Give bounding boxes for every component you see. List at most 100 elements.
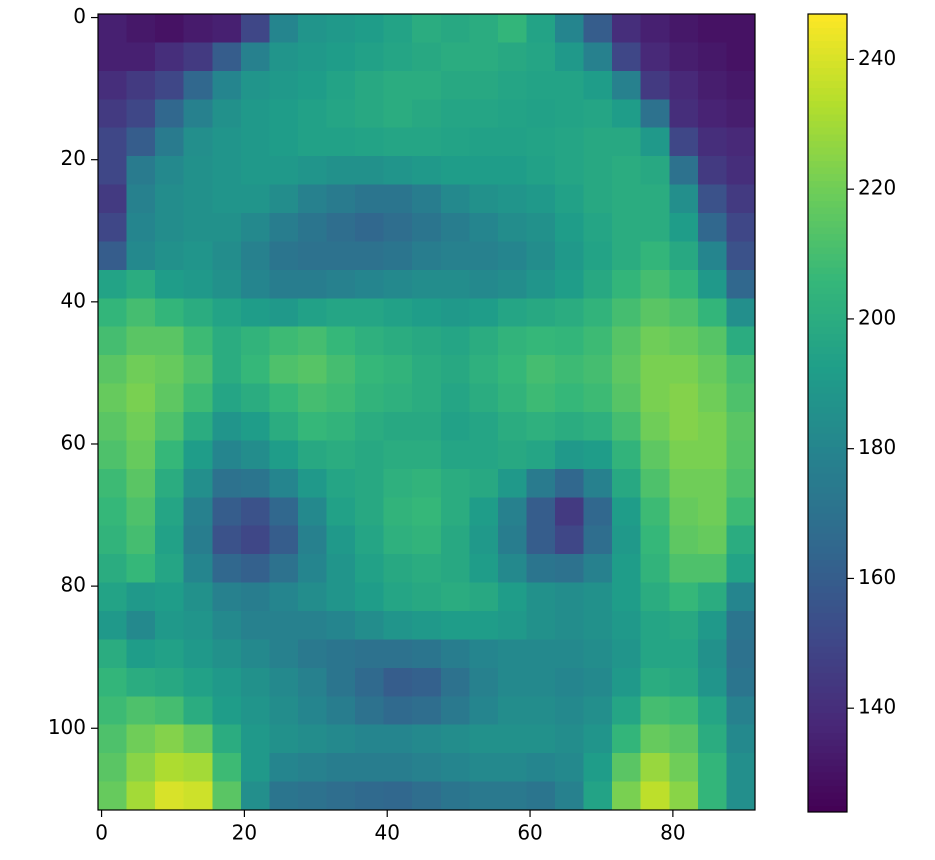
heat-cell [126, 667, 156, 697]
heat-cell [269, 611, 299, 640]
heat-cell [440, 468, 470, 498]
heat-cell [412, 554, 442, 584]
heat-cell [326, 781, 356, 811]
heat-cell [240, 468, 270, 498]
heat-cell [555, 554, 585, 584]
heat-cell [269, 127, 299, 157]
heat-cell [583, 241, 613, 271]
heat-cell [669, 412, 699, 441]
colorbar-step [808, 672, 847, 680]
heat-cell [269, 753, 299, 783]
heat-cell [612, 582, 642, 612]
heat-cell [669, 497, 699, 527]
heat-cell [240, 127, 270, 157]
heat-cell [326, 326, 356, 356]
colorbar-step [808, 386, 847, 394]
heat-cell [469, 298, 499, 328]
heat-cell [383, 468, 413, 498]
colorbar-step [808, 373, 847, 381]
heat-cell [640, 298, 670, 328]
plot-frame [97, 13, 756, 811]
y-tick-label: 20 [61, 146, 86, 170]
colorbar-step [808, 792, 847, 800]
x-tick-label: 80 [660, 821, 685, 845]
heat-cell [440, 298, 470, 328]
heat-cell [240, 326, 270, 356]
heat-cell [640, 440, 670, 470]
heat-cell [412, 525, 442, 555]
heat-cell [326, 525, 356, 555]
heat-cell [412, 42, 442, 72]
heat-cell [640, 241, 670, 271]
x-tick-label: 60 [517, 821, 542, 845]
colorbar-step [808, 526, 847, 534]
heat-cell [469, 355, 499, 385]
heat-cell [669, 525, 699, 555]
heat-cell [497, 355, 527, 385]
heat-cell [555, 241, 585, 271]
heat-cell [155, 14, 185, 43]
heat-cell [726, 753, 756, 783]
heat-cell [497, 554, 527, 584]
heat-cell [555, 14, 585, 43]
heat-cell [726, 326, 756, 356]
heat-cell [440, 383, 470, 413]
heat-cell [355, 582, 385, 612]
heat-cell [412, 611, 442, 640]
colorbar-step [808, 27, 847, 35]
colorbar-step [808, 778, 847, 786]
heat-cell [669, 667, 699, 697]
heat-cell [440, 213, 470, 242]
heat-cell [383, 440, 413, 470]
heat-cell [555, 156, 585, 186]
heat-cell [640, 383, 670, 413]
heat-cell [240, 213, 270, 242]
heat-cell [326, 753, 356, 783]
heat-cell [640, 724, 670, 754]
heat-cell [155, 667, 185, 697]
heat-cell [383, 184, 413, 214]
heat-cell [155, 554, 185, 584]
heat-cell [155, 781, 185, 811]
heat-cell [412, 127, 442, 157]
heat-cell [212, 667, 242, 697]
heat-cell [269, 554, 299, 584]
heat-cell [469, 42, 499, 72]
colorbar-step [808, 705, 847, 713]
heat-cell [726, 298, 756, 328]
heat-cell [640, 781, 670, 811]
heat-cell [155, 355, 185, 385]
heat-cell [297, 781, 328, 811]
heat-cell [440, 497, 470, 527]
heat-cell [98, 14, 128, 43]
heat-cell [326, 14, 356, 43]
heat-cell [297, 497, 328, 527]
heat-cell [469, 724, 499, 754]
heat-cell [355, 497, 385, 527]
heat-cell [555, 440, 585, 470]
heat-cell [412, 383, 442, 413]
heat-cell [355, 412, 385, 441]
heat-cell [155, 525, 185, 555]
heat-cell [669, 298, 699, 328]
colorbar-step [808, 745, 847, 753]
heat-cell [383, 14, 413, 43]
heat-cell [612, 497, 642, 527]
heat-cell [183, 582, 213, 612]
heat-cell [697, 639, 727, 669]
heat-cell [183, 156, 213, 186]
heat-cell [155, 241, 185, 271]
colorbar-step [808, 53, 847, 62]
colorbar-step [808, 599, 847, 607]
heat-cell [269, 639, 299, 669]
heat-cell [326, 70, 356, 100]
heat-cell [697, 667, 727, 697]
heat-cell [212, 696, 242, 726]
heat-cell [355, 213, 385, 242]
heat-cell [497, 412, 527, 441]
heat-cell [440, 440, 470, 470]
heat-cell [555, 184, 585, 214]
heat-cell [726, 213, 756, 242]
heat-cell [355, 554, 385, 584]
